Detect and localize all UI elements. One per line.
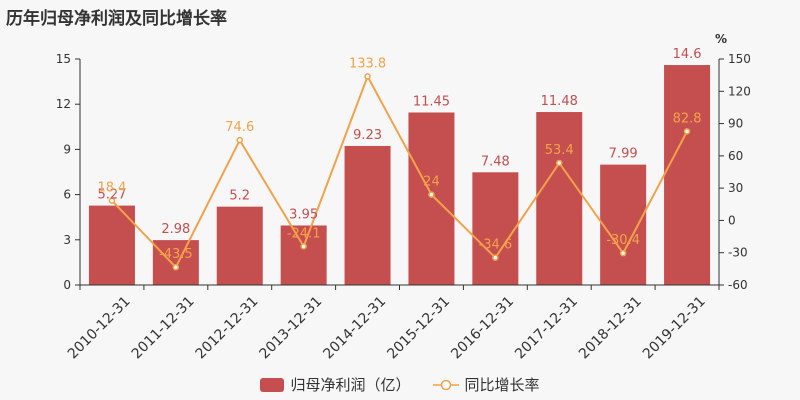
left-axis-tick-label: 0 bbox=[63, 278, 71, 292]
growth-value-label: 24 bbox=[423, 175, 440, 190]
left-axis: 0 3 6 9 12 15 bbox=[56, 52, 81, 292]
right-axis-unit: % bbox=[715, 32, 727, 46]
growth-value-label: -24.1 bbox=[287, 226, 321, 241]
bar-value-label: 5.2 bbox=[229, 189, 250, 204]
x-axis: 2010-12-312011-12-312012-12-312013-12-31… bbox=[65, 284, 720, 362]
legend-bar-swatch bbox=[260, 377, 285, 392]
x-axis-tick-label: 2015-12-31 bbox=[384, 293, 453, 362]
x-axis-tick-label: 2018-12-31 bbox=[576, 293, 645, 362]
right-axis-tick-label: 150 bbox=[728, 52, 751, 66]
left-axis-tick-label: 12 bbox=[56, 97, 71, 111]
left-axis-tick-label: 3 bbox=[63, 233, 71, 247]
x-axis-tick-label: 2013-12-31 bbox=[257, 293, 326, 362]
bar-value-label: 14.6 bbox=[673, 47, 702, 62]
growth-line bbox=[111, 74, 688, 269]
legend-bar-label: 归母净利润（亿） bbox=[290, 376, 411, 394]
data-labels: 5.27 2.98 5.2 3.95 9.23 11.45 7.48 11.48 7.99 14.… bbox=[97, 47, 701, 262]
x-axis-tick-label: 2019-12-31 bbox=[640, 293, 709, 362]
bar-series bbox=[88, 65, 711, 285]
legend-line-swatch bbox=[432, 379, 459, 390]
growth-value-label: -34.6 bbox=[479, 238, 513, 253]
growth-point bbox=[364, 73, 371, 80]
right-axis-tick-label: 90 bbox=[728, 117, 743, 131]
growth-point bbox=[556, 159, 563, 167]
bar bbox=[152, 240, 199, 285]
bar-value-label: 9.23 bbox=[353, 128, 382, 143]
bar bbox=[280, 225, 327, 285]
left-axis-tick-label: 9 bbox=[63, 142, 71, 156]
growth-point bbox=[172, 263, 180, 271]
right-axis-tick-label: -30 bbox=[728, 246, 748, 260]
bar bbox=[664, 65, 711, 285]
bar-value-label: 2.98 bbox=[161, 222, 190, 237]
right-axis-tick-label: 0 bbox=[728, 213, 736, 227]
bar-value-label: 5.27 bbox=[97, 188, 126, 203]
legend-line-label: 同比增长率 bbox=[464, 376, 540, 394]
legend: 归母净利润（亿） 同比增长率 bbox=[0, 374, 800, 395]
growth-value-label: 133.8 bbox=[349, 56, 386, 71]
growth-value-label: 82.8 bbox=[673, 111, 702, 126]
bar-value-label: 7.99 bbox=[609, 147, 638, 162]
bar bbox=[344, 145, 391, 285]
growth-value-label: 53.4 bbox=[545, 143, 574, 158]
x-axis-tick-label: 2010-12-31 bbox=[65, 293, 134, 362]
left-axis-tick-label: 15 bbox=[56, 52, 71, 66]
right-axis-tick-label: -60 bbox=[728, 278, 748, 292]
bar bbox=[216, 206, 263, 285]
bar bbox=[472, 172, 519, 285]
growth-point bbox=[428, 191, 435, 198]
bar bbox=[600, 164, 647, 285]
x-axis-tick-label: 2014-12-31 bbox=[320, 293, 389, 362]
chart-title: 历年归母净利润及同比增长率 bbox=[6, 9, 227, 29]
growth-value-label: -30.4 bbox=[606, 233, 640, 248]
bar bbox=[88, 205, 135, 285]
growth-point bbox=[492, 254, 499, 261]
legend-item-line[interactable]: 同比增长率 bbox=[432, 374, 540, 395]
x-axis-tick-label: 2011-12-31 bbox=[129, 293, 198, 362]
growth-point bbox=[236, 136, 243, 144]
bar-value-label: 3.95 bbox=[289, 207, 318, 222]
right-axis-tick-label: 120 bbox=[728, 84, 751, 98]
right-axis-tick-label: 60 bbox=[728, 149, 743, 163]
right-axis-tick-label: 30 bbox=[728, 181, 743, 195]
right-axis: -60 -30 0 30 60 90 120 150% bbox=[715, 32, 751, 292]
growth-value-label: 18.4 bbox=[97, 181, 126, 196]
left-axis-tick-label: 6 bbox=[63, 188, 71, 202]
growth-point bbox=[683, 128, 691, 135]
bar-value-label: 7.48 bbox=[481, 154, 510, 169]
growth-point bbox=[619, 249, 627, 257]
growth-point bbox=[108, 197, 116, 204]
growth-value-label: 74.6 bbox=[225, 120, 254, 135]
growth-value-label: -43.5 bbox=[159, 247, 193, 262]
line-series bbox=[108, 73, 691, 271]
legend-item-bar[interactable]: 归母净利润（亿） bbox=[260, 374, 411, 395]
bar bbox=[408, 112, 455, 285]
bar-value-label: 11.45 bbox=[413, 94, 450, 109]
x-axis-tick-label: 2017-12-31 bbox=[512, 293, 581, 362]
x-axis-tick-label: 2016-12-31 bbox=[448, 293, 517, 362]
growth-point bbox=[300, 243, 307, 250]
x-axis-tick-label: 2012-12-31 bbox=[193, 293, 262, 362]
bar bbox=[536, 112, 583, 285]
bar-value-label: 11.48 bbox=[541, 94, 578, 109]
